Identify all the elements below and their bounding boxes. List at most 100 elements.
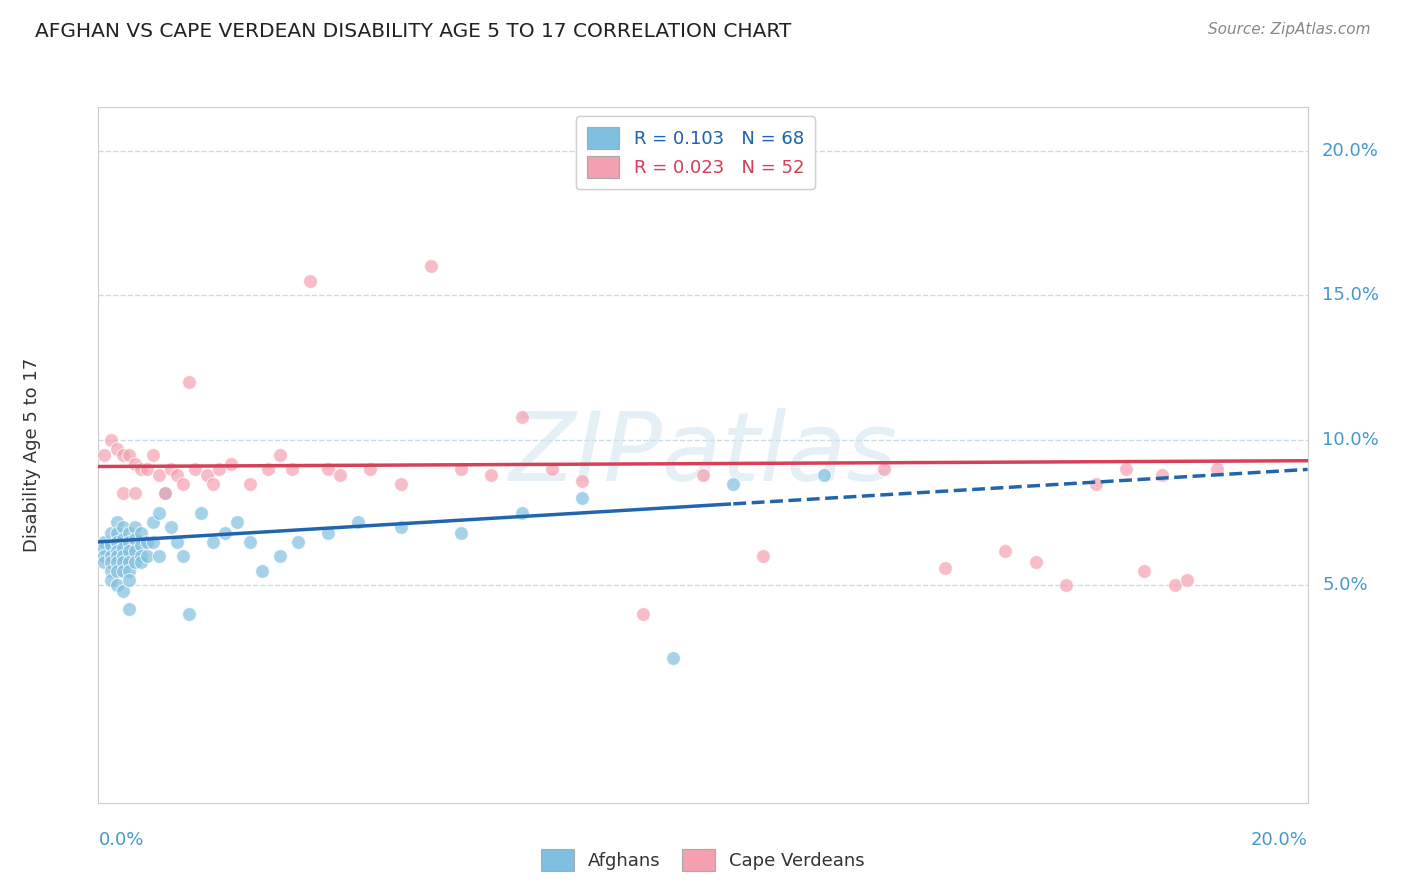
Point [118,448,141,462]
Point [226,515,249,529]
Point [195,468,218,483]
Point [105,543,128,558]
Point [1133,564,1156,578]
Point [571,474,593,488]
Point [239,534,262,549]
Point [100,555,122,569]
Point [93,448,115,462]
Point [135,462,157,476]
Point [100,538,122,552]
Text: AFGHAN VS CAPE VERDEAN DISABILITY AGE 5 TO 17 CORRELATION CHART: AFGHAN VS CAPE VERDEAN DISABILITY AGE 5 … [35,22,792,41]
Point [111,555,134,569]
Point [93,541,115,555]
Point [994,543,1017,558]
Point [129,526,152,541]
Point [692,468,714,483]
Point [135,549,157,564]
Point [111,485,134,500]
Point [100,549,122,564]
Point [105,549,128,564]
Point [100,564,122,578]
Point [118,543,141,558]
Point [160,462,183,476]
Point [148,549,170,564]
Point [118,573,141,587]
Point [214,526,236,541]
Point [129,549,152,564]
Text: Source: ZipAtlas.com: Source: ZipAtlas.com [1208,22,1371,37]
Point [721,476,744,491]
Point [360,462,382,476]
Text: Disability Age 5 to 17: Disability Age 5 to 17 [22,358,41,552]
Point [111,520,134,534]
Point [100,434,122,448]
Legend: R = 0.103   N = 68, R = 0.023   N = 52: R = 0.103 N = 68, R = 0.023 N = 52 [576,116,815,189]
Point [124,457,146,471]
Point [1175,573,1198,587]
Point [111,584,134,599]
Text: 20.0%: 20.0% [1251,830,1308,848]
Point [752,549,775,564]
Point [153,485,176,500]
Point [118,564,141,578]
Point [184,462,207,476]
Point [135,534,157,549]
Point [166,534,188,549]
Point [166,468,188,483]
Text: ZIPatlas: ZIPatlas [509,409,897,501]
Point [873,462,896,476]
Point [1206,462,1229,476]
Point [177,376,201,390]
Point [256,462,278,476]
Point [124,485,146,500]
Point [111,541,134,555]
Point [105,534,128,549]
Point [153,485,176,500]
Point [934,561,956,575]
Point [287,534,309,549]
Text: 5.0%: 5.0% [1322,576,1368,594]
Point [105,526,128,541]
Point [202,534,225,549]
Point [124,520,146,534]
Point [239,476,262,491]
Point [1152,468,1174,483]
Point [221,457,243,471]
Point [316,462,339,476]
Point [389,476,412,491]
Point [100,526,122,541]
Point [148,468,170,483]
Point [419,260,441,274]
Point [129,462,152,476]
Point [124,543,146,558]
Point [481,468,503,483]
Point [269,448,291,462]
Point [813,468,835,483]
Point [347,515,370,529]
Point [105,515,128,529]
Legend: Afghans, Cape Verdeans: Afghans, Cape Verdeans [534,842,872,879]
Point [510,506,533,520]
Point [124,555,146,569]
Point [100,573,122,587]
Point [571,491,593,506]
Point [329,468,352,483]
Point [299,274,322,288]
Point [389,520,412,534]
Point [190,506,212,520]
Point [208,462,231,476]
Point [540,462,562,476]
Point [129,555,152,569]
Point [1115,462,1137,476]
Point [316,526,339,541]
Point [1163,578,1185,592]
Point [118,534,141,549]
Point [1024,555,1046,569]
Point [250,564,273,578]
Point [111,532,134,546]
Point [1054,578,1077,592]
Point [1085,476,1108,491]
Point [202,476,225,491]
Point [111,448,134,462]
Point [510,410,533,425]
